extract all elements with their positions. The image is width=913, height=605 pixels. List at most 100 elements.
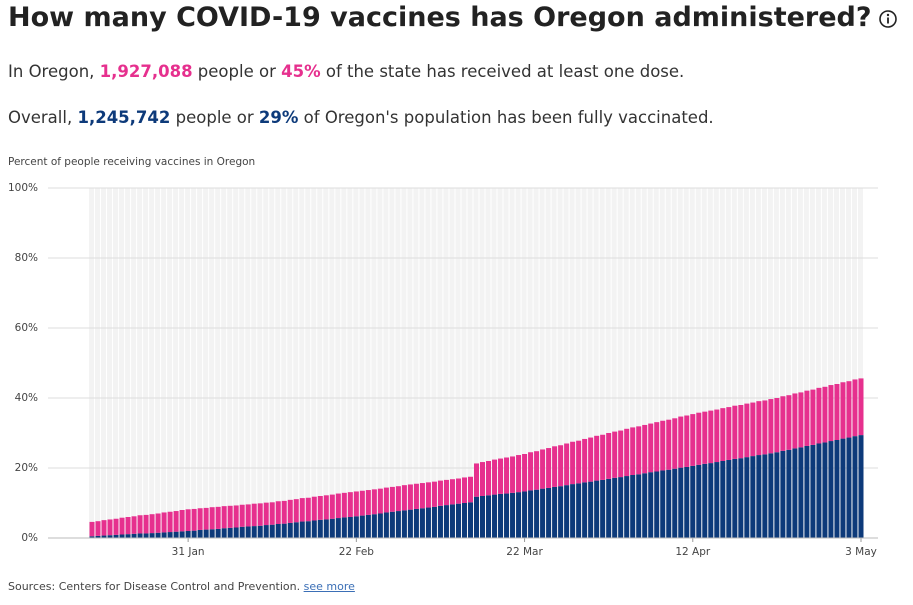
bar-segment <box>750 456 756 538</box>
bar-segment <box>600 479 606 538</box>
column-bg <box>503 188 509 538</box>
column-bg <box>227 188 233 538</box>
bar-segment <box>588 481 594 538</box>
column-bg <box>125 188 131 538</box>
column-bg <box>749 188 755 538</box>
text: Overall, <box>8 108 78 127</box>
bar-segment <box>690 465 696 538</box>
bar-segment <box>311 520 317 538</box>
bar-segment <box>221 506 227 529</box>
column-bg <box>263 188 269 538</box>
column-bg <box>101 188 107 538</box>
see-more-link[interactable]: see more <box>303 580 355 593</box>
bar-segment <box>804 445 810 538</box>
bar-segment <box>762 400 768 455</box>
bar-segment <box>840 382 846 439</box>
bar-segment <box>137 533 143 538</box>
column-bg <box>329 188 335 538</box>
bar-segment <box>810 389 816 445</box>
bar-segment <box>383 487 389 513</box>
bar-segment <box>215 506 221 529</box>
bar-segment <box>323 519 329 538</box>
column-bg <box>845 188 851 538</box>
bar-segment <box>516 455 522 493</box>
y-tick-label: 0% <box>21 532 38 544</box>
bar-segment <box>702 463 708 538</box>
column-bg <box>269 188 275 538</box>
column-bg <box>731 188 737 538</box>
bar-segment <box>678 467 684 538</box>
bar-segment <box>395 486 401 512</box>
bar-segment <box>401 485 407 511</box>
bar-segment <box>179 531 185 538</box>
bar-segment <box>558 486 564 538</box>
bar-segment <box>287 499 293 523</box>
bar-segment <box>486 495 492 538</box>
bar-segment <box>413 508 419 538</box>
bar-segment <box>522 454 528 492</box>
x-tick-label: 22 Feb <box>339 546 375 558</box>
bar-segment <box>461 477 467 503</box>
info-icon[interactable] <box>878 9 898 29</box>
bar-segment <box>534 489 540 538</box>
bar-segment <box>678 416 684 468</box>
bar-segment <box>642 473 648 538</box>
bar-segment <box>768 453 774 538</box>
bar-segment <box>329 494 335 519</box>
bar-segment <box>149 514 155 534</box>
bar-segment <box>245 526 251 538</box>
column-bg <box>689 188 695 538</box>
bar-segment <box>419 483 425 509</box>
bar-segment <box>107 535 113 538</box>
bar-segment <box>155 513 161 533</box>
bar-segment <box>714 409 720 463</box>
bar-segment <box>846 381 852 438</box>
bar-segment <box>185 509 191 531</box>
bar-segment <box>197 529 203 538</box>
bar-segment <box>419 508 425 538</box>
bar-segment <box>407 509 413 538</box>
bar-segment <box>606 433 612 479</box>
bar-segment <box>834 384 840 440</box>
bar-segment <box>431 481 437 507</box>
text: of Oregon's population has been fully va… <box>298 108 714 127</box>
bar-segment <box>630 475 636 538</box>
bar-segment <box>377 513 383 538</box>
text: people or <box>170 108 259 127</box>
bar-segment <box>455 478 461 504</box>
bar-segment <box>858 378 864 436</box>
bar-segment <box>816 443 822 538</box>
bar-segment <box>702 411 708 464</box>
x-tick-label: 22 Mar <box>506 546 543 558</box>
summary-line: Overall, 1,245,742 people or 29% of Oreg… <box>8 108 714 127</box>
bar-segment <box>233 527 239 538</box>
bar-segment <box>371 489 377 515</box>
column-bg <box>515 188 521 538</box>
column-bg <box>191 188 197 538</box>
bar-segment <box>233 505 239 528</box>
x-tick-label: 12 Apr <box>675 546 711 558</box>
bar-segment <box>251 503 257 527</box>
bar-segment <box>696 464 702 538</box>
bar-segment <box>365 514 371 538</box>
bar-segment <box>203 507 209 530</box>
column-bg <box>833 188 839 538</box>
bar-segment <box>203 529 209 538</box>
bar-segment <box>89 536 95 538</box>
column-bg <box>797 188 803 538</box>
column-bg <box>389 188 395 538</box>
column-bg <box>665 188 671 538</box>
bar-segment <box>756 401 762 456</box>
bar-segment <box>846 437 852 538</box>
bar-segment <box>263 525 269 538</box>
column-bg <box>803 188 809 538</box>
bar-segment <box>726 407 732 460</box>
column-bg <box>281 188 287 538</box>
bar-segment <box>299 498 305 522</box>
text: of the state has received at least one d… <box>320 62 685 81</box>
bar-segment <box>257 525 263 538</box>
bar-segment <box>576 483 582 538</box>
bar-segment <box>389 511 395 538</box>
bar-segment <box>852 379 858 437</box>
bar-segment <box>185 531 191 538</box>
